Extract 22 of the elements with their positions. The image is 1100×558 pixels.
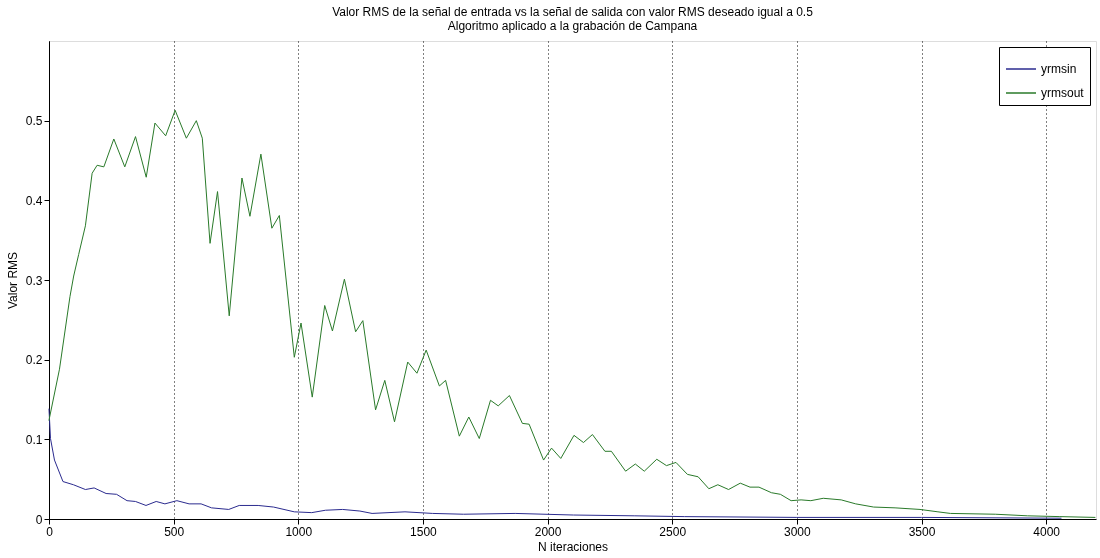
x-tick-label: 3000	[784, 524, 812, 539]
line-series	[48, 408, 1062, 519]
legend-label: yrmsin	[1041, 62, 1077, 76]
y-tick-label: 0.2	[25, 353, 43, 368]
y-axis-title: Valor RMS	[5, 251, 20, 310]
y-tick-label: 0.3	[25, 273, 43, 288]
x-tick-label: 0	[46, 524, 54, 539]
y-tick-label: 0	[35, 512, 43, 527]
x-tick-label: 3500	[908, 524, 936, 539]
x-tick-label: 2500	[659, 524, 687, 539]
x-tick-label: 4000	[1033, 524, 1061, 539]
y-tick-label: 0.5	[25, 114, 43, 129]
x-tick-label: 1000	[285, 524, 313, 539]
legend-label: yrmsout	[1041, 86, 1085, 100]
x-axis-title: N iteraciones	[537, 539, 609, 554]
x-tick-label: 500	[164, 524, 185, 539]
chart-title: Valor RMS de la señal de entrada vs la señal de salida con valor RMS deseado igual a 0.5	[332, 5, 814, 19]
x-tick-label: 1500	[410, 524, 438, 539]
y-tick-label: 0.4	[25, 193, 43, 208]
x-tick-label: 2000	[534, 524, 562, 539]
chart-subtitle: Algoritmo aplicado a la grabación de Campana	[447, 19, 698, 33]
y-tick-label: 0.1	[25, 432, 43, 447]
